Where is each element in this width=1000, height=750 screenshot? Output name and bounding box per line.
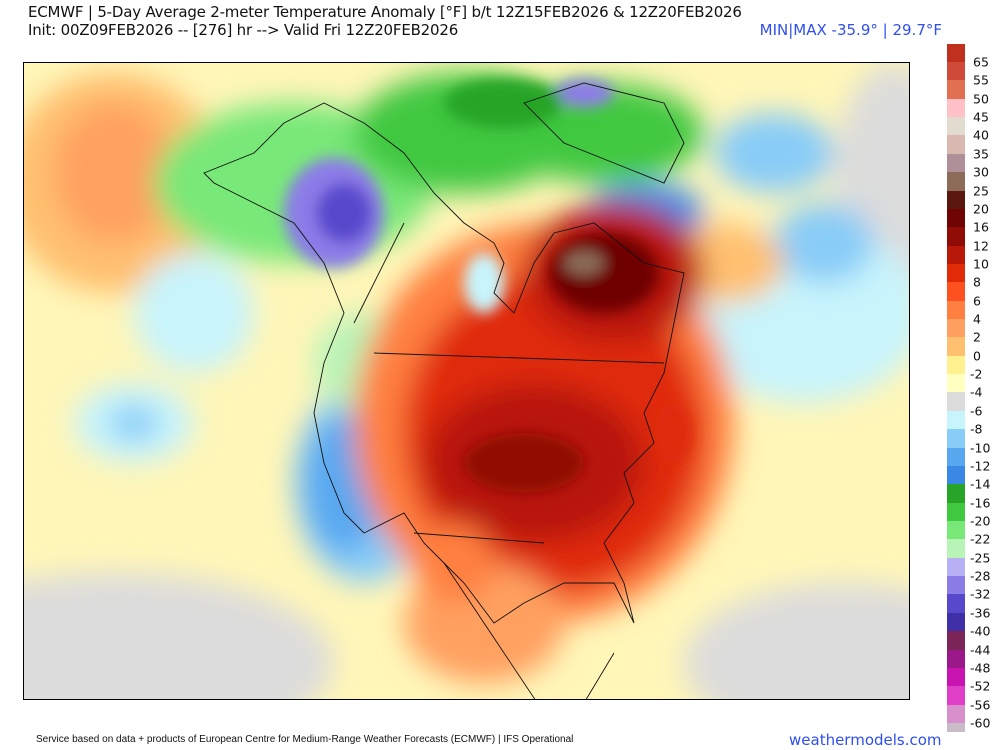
colorbar-swatch	[947, 135, 965, 154]
colorbar-label: 0	[973, 348, 981, 364]
colorbar-label: 4	[973, 311, 981, 327]
colorbar-swatch	[947, 594, 965, 613]
colorbar-swatch	[947, 704, 965, 723]
colorbar-label: -6	[970, 403, 983, 419]
colorbar-label: 6	[973, 293, 981, 309]
colorbar-swatch	[947, 355, 965, 375]
colorbar-label: -56	[970, 697, 991, 713]
colorbar-label: 65	[973, 54, 989, 70]
footer-credit: Service based on data + products of Euro…	[36, 734, 574, 745]
colorbar-label: 25	[973, 183, 989, 199]
colorbar-swatch	[947, 337, 965, 356]
colorbar-swatch	[947, 447, 965, 466]
map-subtitle: Init: 00Z09FEB2026 -- [276] hr --> Valid…	[28, 21, 459, 39]
colorbar-label: 16	[973, 219, 989, 235]
colorbar-swatch	[947, 190, 965, 209]
colorbar-label: -44	[970, 642, 991, 658]
colorbar-swatch	[947, 62, 965, 81]
colorbar-swatch	[947, 576, 965, 595]
colorbar-swatch	[947, 667, 965, 687]
colorbar-swatch	[947, 153, 965, 173]
colorbar-swatch	[947, 539, 965, 558]
colorbar-label: -20	[970, 513, 991, 529]
colorbar-swatch	[947, 502, 965, 521]
colorbar-swatch	[947, 282, 965, 301]
colorbar-label: 40	[973, 127, 989, 143]
colorbar-label: 45	[973, 109, 989, 125]
anomaly-field	[24, 63, 909, 699]
colorbar-swatch	[947, 227, 965, 246]
colorbar-swatch	[947, 557, 965, 577]
colorbar-swatch	[947, 429, 965, 448]
min-max-readout: MIN|MAX -35.9° | 29.7°F	[759, 21, 942, 39]
colorbar-swatch	[947, 465, 965, 485]
colorbar-swatch	[947, 521, 965, 540]
coastlines	[203, 82, 685, 699]
colorbar-label: -14	[970, 476, 991, 492]
colorbar-label: -2	[970, 366, 983, 382]
colorbar-label: -32	[970, 586, 991, 602]
colorbar-label: 50	[973, 91, 989, 107]
colorbar-label: 30	[973, 164, 989, 180]
colorbar-label: 55	[973, 72, 989, 88]
colorbar-swatch	[947, 208, 965, 228]
colorbar-label: -40	[970, 623, 991, 639]
colorbar-swatch	[947, 410, 965, 430]
colorbar-swatch	[947, 263, 965, 283]
colorbar-swatch	[947, 98, 965, 118]
brand-link[interactable]: weathermodels.com	[789, 731, 942, 749]
colorbar-label: -25	[970, 550, 991, 566]
colorbar-label: -60	[970, 715, 991, 731]
colorbar-label: -36	[970, 605, 991, 621]
colorbar	[947, 44, 965, 732]
colorbar-label: -48	[970, 660, 991, 676]
colorbar-label: -10	[970, 440, 991, 456]
colorbar-label: 20	[973, 201, 989, 217]
colorbar-label: -28	[970, 568, 991, 584]
map-title: ECMWF | 5-Day Average 2-meter Temperatur…	[28, 3, 742, 21]
colorbar-swatch	[947, 319, 965, 338]
colorbar-swatch	[947, 172, 965, 191]
colorbar-label: 12	[973, 238, 989, 254]
colorbar-swatch	[947, 631, 965, 650]
colorbar-label: -16	[970, 495, 991, 511]
colorbar-swatch	[947, 484, 965, 503]
colorbar-label: -12	[970, 458, 991, 474]
colorbar-swatch	[947, 374, 965, 393]
colorbar-label: 35	[973, 146, 989, 162]
colorbar-label: -4	[970, 384, 983, 400]
temperature-anomaly-map	[23, 62, 910, 700]
colorbar-swatch	[947, 44, 965, 62]
colorbar-label: 2	[973, 329, 981, 345]
colorbar-swatch	[947, 300, 965, 320]
colorbar-label: -22	[970, 531, 991, 547]
colorbar-label: 10	[973, 256, 989, 272]
colorbar-swatch	[947, 649, 965, 668]
colorbar-label: 8	[973, 274, 981, 290]
colorbar-swatch	[947, 722, 965, 732]
colorbar-label: -52	[970, 678, 991, 694]
colorbar-swatch	[947, 117, 965, 136]
colorbar-swatch	[947, 80, 965, 99]
colorbar-swatch	[947, 392, 965, 411]
colorbar-swatch	[947, 612, 965, 632]
colorbar-label: -8	[970, 421, 983, 437]
colorbar-swatch	[947, 245, 965, 264]
colorbar-swatch	[947, 686, 965, 705]
